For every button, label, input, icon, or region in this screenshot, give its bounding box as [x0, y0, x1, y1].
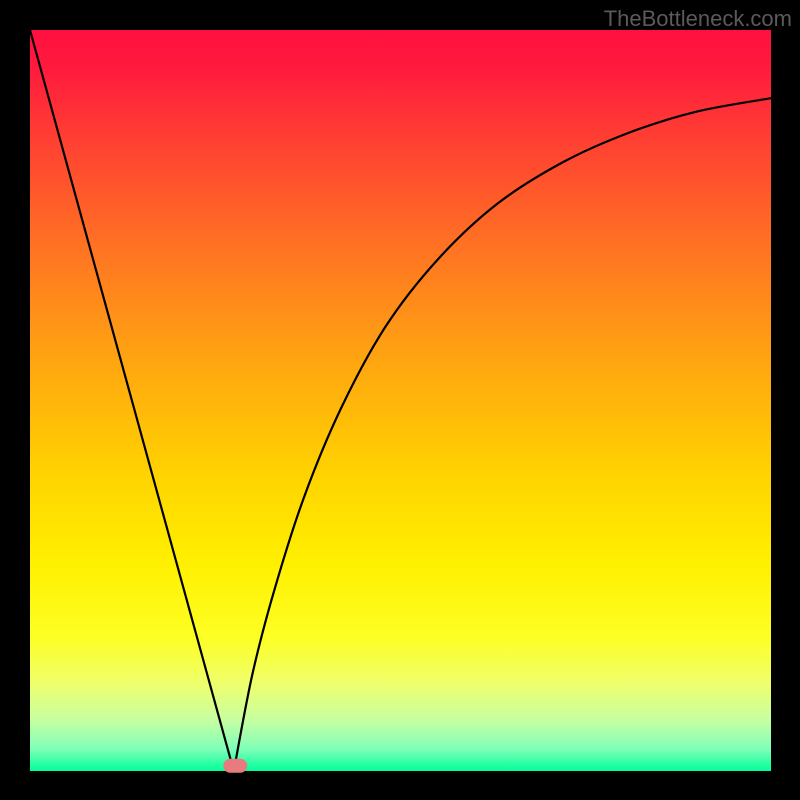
chart-background — [30, 30, 771, 771]
watermark-text: TheBottleneck.com — [604, 6, 792, 32]
optimal-point-marker — [223, 759, 247, 773]
bottleneck-chart — [0, 0, 800, 800]
